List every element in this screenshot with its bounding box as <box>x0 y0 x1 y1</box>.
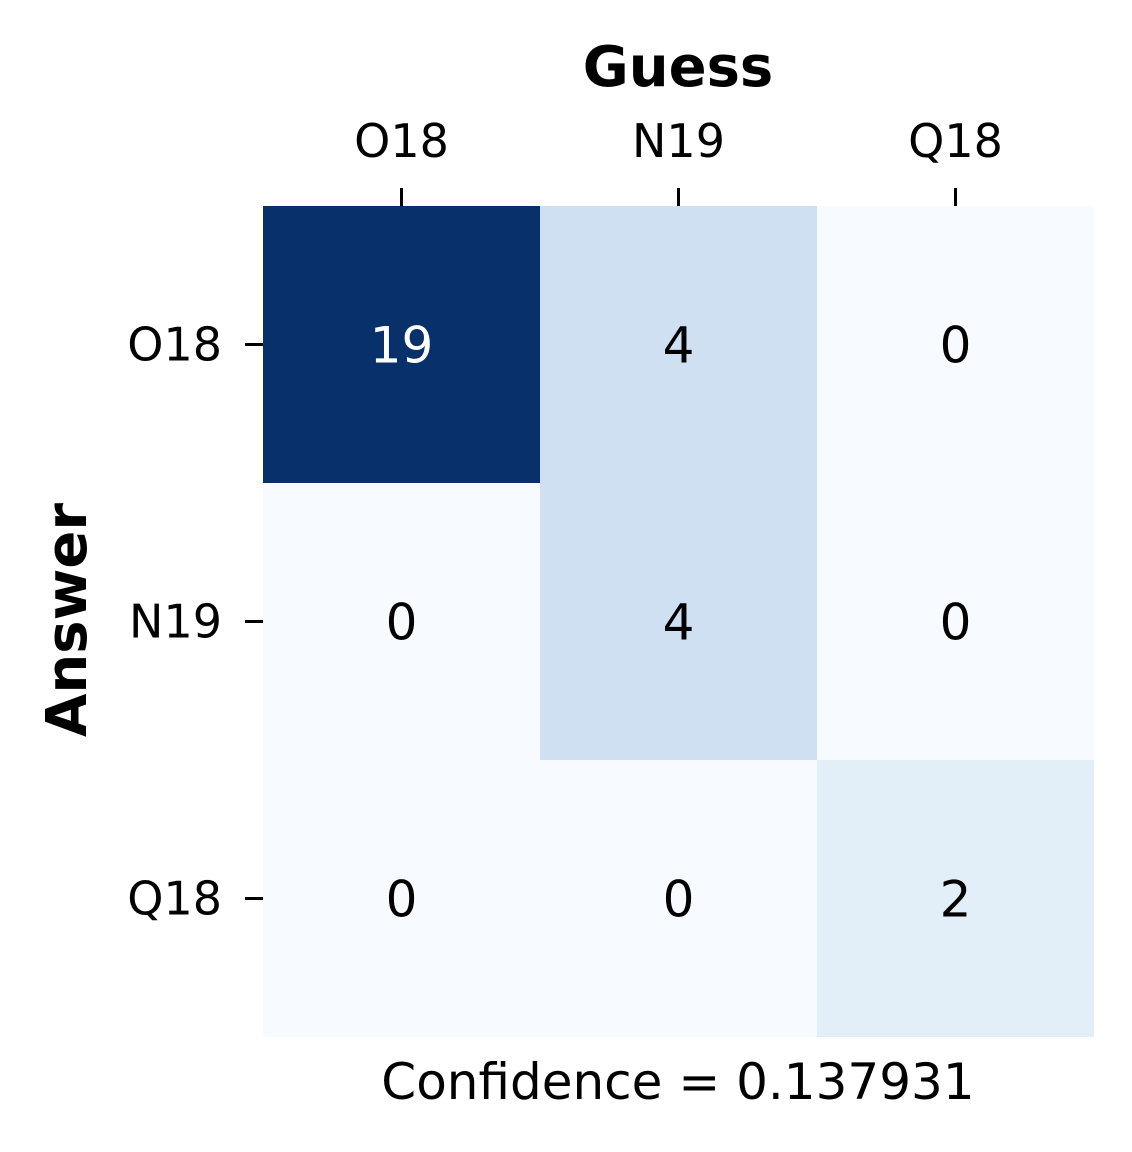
x-tick-label: Q18 <box>908 114 1003 168</box>
footer-confidence: Confidence = 0.137931 <box>381 1053 974 1111</box>
heatmap-cell-value: 19 <box>370 317 434 375</box>
heatmap-cell-labels: 19 4 0 0 4 0 0 0 2 <box>370 317 972 929</box>
heatmap-cell-value: 2 <box>940 871 972 929</box>
heatmap-cell <box>817 483 1094 760</box>
heatmap-cell-value: 0 <box>386 594 418 652</box>
heatmap-cell-value: 0 <box>940 317 972 375</box>
heatmap-cell-value: 0 <box>386 871 418 929</box>
heatmap-cell <box>540 760 817 1037</box>
y-axis-ticks: O18 N19 Q18 <box>127 318 263 926</box>
x-axis-ticks: O18 N19 Q18 <box>354 114 1003 206</box>
x-axis-title: Guess <box>583 35 773 100</box>
heatmap-cell <box>540 483 817 760</box>
heatmap-cells <box>263 206 1094 1037</box>
x-tick-label: N19 <box>632 114 725 168</box>
heatmap-cell <box>263 483 540 760</box>
y-axis-title: Answer <box>35 503 100 737</box>
heatmap-cell <box>817 206 1094 483</box>
y-tick-label: N19 <box>129 595 222 649</box>
heatmap-cell-value: 0 <box>663 871 695 929</box>
heatmap-cell <box>817 760 1094 1037</box>
heatmap-cell-value: 4 <box>663 594 695 652</box>
heatmap-cell <box>263 760 540 1037</box>
heatmap-cell <box>540 206 817 483</box>
y-tick-label: Q18 <box>127 872 222 926</box>
x-tick-label: O18 <box>354 114 449 168</box>
heatmap-cell-value: 4 <box>663 317 695 375</box>
heatmap-cell-value: 0 <box>940 594 972 652</box>
heatmap-cell <box>263 206 540 483</box>
y-tick-label: O18 <box>127 318 222 372</box>
